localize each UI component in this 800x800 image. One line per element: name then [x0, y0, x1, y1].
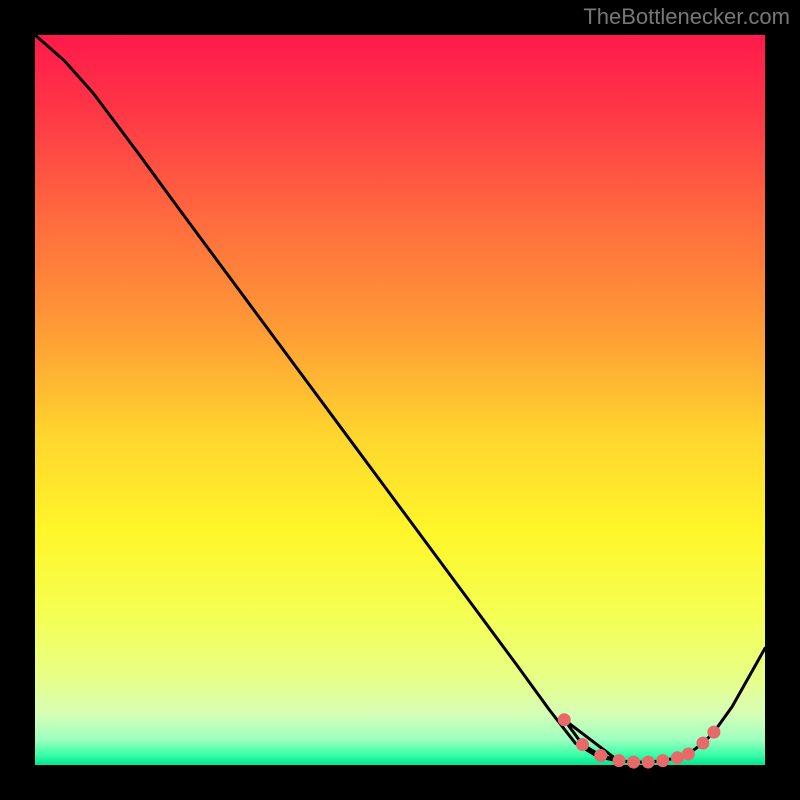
trough-marker: [613, 755, 625, 767]
trough-marker: [642, 756, 654, 768]
trough-marker: [558, 714, 570, 726]
heatmap-area: [35, 35, 765, 765]
trough-marker: [697, 737, 709, 749]
stage: TheBottlenecker.com: [0, 0, 800, 800]
trough-marker: [708, 726, 720, 738]
trough-marker: [671, 752, 683, 764]
trough-marker: [657, 755, 669, 767]
watermark-text: TheBottlenecker.com: [583, 4, 790, 30]
bottleneck-chart: [0, 0, 800, 800]
trough-marker: [577, 739, 589, 751]
trough-marker: [628, 756, 640, 768]
trough-marker: [595, 750, 607, 762]
trough-marker: [682, 748, 694, 760]
